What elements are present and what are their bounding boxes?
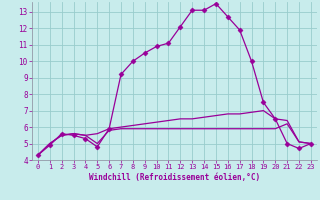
X-axis label: Windchill (Refroidissement éolien,°C): Windchill (Refroidissement éolien,°C) [89, 173, 260, 182]
